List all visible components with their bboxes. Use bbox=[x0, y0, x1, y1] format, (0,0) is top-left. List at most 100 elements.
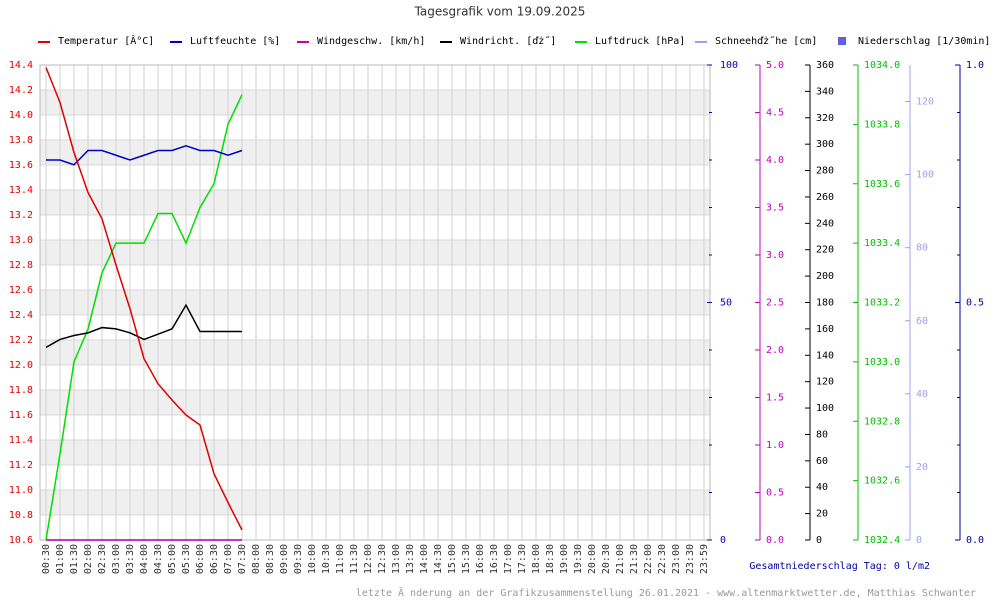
x-tick-label: 04:00 bbox=[139, 544, 150, 574]
x-tick-label: 23:59 bbox=[699, 544, 710, 574]
x-tick-label: 02:00 bbox=[83, 544, 94, 574]
legend-label: Temperatur [Â°C] bbox=[58, 34, 154, 47]
band bbox=[40, 390, 710, 415]
legend-label: Luftdruck [hPa] bbox=[595, 36, 685, 47]
y-tick-label: 220 bbox=[816, 245, 834, 256]
y-tick-label: 60 bbox=[816, 456, 828, 467]
footer: letzte Ă nderung an der Grafikzusammenst… bbox=[356, 586, 976, 599]
y-tick-label: 0 bbox=[916, 535, 922, 546]
x-tick-label: 09:30 bbox=[293, 544, 304, 574]
x-tick-label: 23:30 bbox=[685, 544, 696, 574]
x-tick-label: 20:30 bbox=[601, 544, 612, 574]
x-tick-label: 08:30 bbox=[265, 544, 276, 574]
y-tick-label: 3.0 bbox=[766, 250, 784, 261]
band bbox=[40, 190, 710, 215]
y-tick-label: 100 bbox=[916, 170, 934, 181]
band bbox=[40, 290, 710, 315]
y-tick-label: 120 bbox=[916, 97, 934, 108]
y-tick-label: 12.6 bbox=[9, 285, 33, 296]
y-tick-label: 1033.4 bbox=[864, 238, 900, 249]
y-tick-label: 2.0 bbox=[766, 345, 784, 356]
x-tick-label: 05:00 bbox=[167, 544, 178, 574]
x-tick-label: 07:30 bbox=[237, 544, 248, 574]
legend-label: Windgeschw. [km/h] bbox=[317, 36, 425, 47]
y-tick-label: 14.0 bbox=[9, 110, 33, 121]
x-tick-label: 07:00 bbox=[223, 544, 234, 574]
y-tick-label: 100 bbox=[816, 403, 834, 414]
y-tick-label: 0.0 bbox=[766, 535, 784, 546]
y-tick-label: 13.6 bbox=[9, 160, 33, 171]
x-tick-label: 10:00 bbox=[307, 544, 318, 574]
x-tick-label: 22:00 bbox=[643, 544, 654, 574]
band bbox=[40, 490, 710, 515]
y-tick-label: 180 bbox=[816, 298, 834, 309]
band bbox=[40, 90, 710, 115]
x-tick-label: 08:00 bbox=[251, 544, 262, 574]
y-tick-label: 4.5 bbox=[766, 108, 784, 119]
y-tick-label: 13.2 bbox=[9, 210, 33, 221]
legend-label: Luftfeuchte [%] bbox=[190, 36, 280, 47]
band bbox=[40, 240, 710, 265]
x-tick-label: 14:00 bbox=[419, 544, 430, 574]
x-tick-label: 18:30 bbox=[545, 544, 556, 574]
y-tick-label: 1033.6 bbox=[864, 179, 900, 190]
x-tick-label: 23:00 bbox=[671, 544, 682, 574]
legend-label: Niederschlag [1/30min] bbox=[858, 36, 990, 47]
y-tick-label: 1033.2 bbox=[864, 298, 900, 309]
y-tick-label: 1033.8 bbox=[864, 119, 900, 130]
y-tick-label: 1032.8 bbox=[864, 416, 900, 427]
y-tick-label: 12.0 bbox=[9, 360, 33, 371]
x-tick-label: 15:00 bbox=[447, 544, 458, 574]
y-tick-label: 50 bbox=[720, 298, 732, 309]
x-tick-label: 22:30 bbox=[657, 544, 668, 574]
x-tick-label: 12:30 bbox=[377, 544, 388, 574]
total-precipitation: Gesamtniederschlag Tag: 0 l/m2 bbox=[749, 561, 930, 572]
y-tick-label: 40 bbox=[816, 482, 828, 493]
x-tick-label: 11:00 bbox=[335, 544, 346, 574]
series-line bbox=[45, 303, 242, 349]
y-tick-label: 11.2 bbox=[9, 460, 33, 471]
y-tick-label: 20 bbox=[816, 509, 828, 520]
x-tick-label: 01:30 bbox=[69, 544, 80, 574]
x-tick-label: 17:30 bbox=[517, 544, 528, 574]
y-tick-label: 120 bbox=[816, 377, 834, 388]
x-tick-label: 03:30 bbox=[125, 544, 136, 574]
x-tick-label: 21:30 bbox=[629, 544, 640, 574]
x-tick-label: 04:30 bbox=[153, 544, 164, 574]
x-tick-label: 06:00 bbox=[195, 544, 206, 574]
band bbox=[40, 140, 710, 165]
x-tick-label: 02:30 bbox=[97, 544, 108, 574]
y-tick-label: 0.5 bbox=[766, 488, 784, 499]
y-tick-label: 0.5 bbox=[966, 298, 984, 309]
y-tick-label: 1.0 bbox=[766, 440, 784, 451]
x-tick-label: 01:00 bbox=[55, 544, 66, 574]
series-line bbox=[45, 67, 243, 531]
y-tick-label: 360 bbox=[816, 60, 834, 71]
y-tick-label: 1032.6 bbox=[864, 476, 900, 487]
x-tick-label: 12:00 bbox=[363, 544, 374, 574]
x-tick-label: 11:30 bbox=[349, 544, 360, 574]
y-tick-label: 20 bbox=[916, 462, 928, 473]
x-tick-label: 17:00 bbox=[503, 544, 514, 574]
x-tick-label: 09:00 bbox=[279, 544, 290, 574]
y-tick-label: 11.8 bbox=[9, 385, 33, 396]
y-tick-label: 260 bbox=[816, 192, 834, 203]
y-tick-label: 80 bbox=[816, 429, 828, 440]
y-tick-label: 2.5 bbox=[766, 298, 784, 309]
x-tick-label: 16:00 bbox=[475, 544, 486, 574]
y-tick-label: 13.4 bbox=[9, 185, 33, 196]
y-tick-label: 0 bbox=[720, 535, 726, 546]
y-tick-label: 160 bbox=[816, 324, 834, 335]
legend-label: Windricht. [ďż˝] bbox=[460, 35, 556, 47]
x-tick-label: 16:30 bbox=[489, 544, 500, 574]
y-tick-label: 0.0 bbox=[966, 535, 984, 546]
y-tick-label: 0 bbox=[816, 535, 822, 546]
y-tick-label: 12.2 bbox=[9, 335, 33, 346]
y-tick-label: 13.0 bbox=[9, 235, 33, 246]
x-tick-label: 19:30 bbox=[573, 544, 584, 574]
band bbox=[40, 340, 710, 365]
y-tick-label: 1033.0 bbox=[864, 357, 900, 368]
y-tick-label: 4.0 bbox=[766, 155, 784, 166]
y-tick-label: 1.5 bbox=[766, 393, 784, 404]
y-tick-label: 14.2 bbox=[9, 85, 33, 96]
